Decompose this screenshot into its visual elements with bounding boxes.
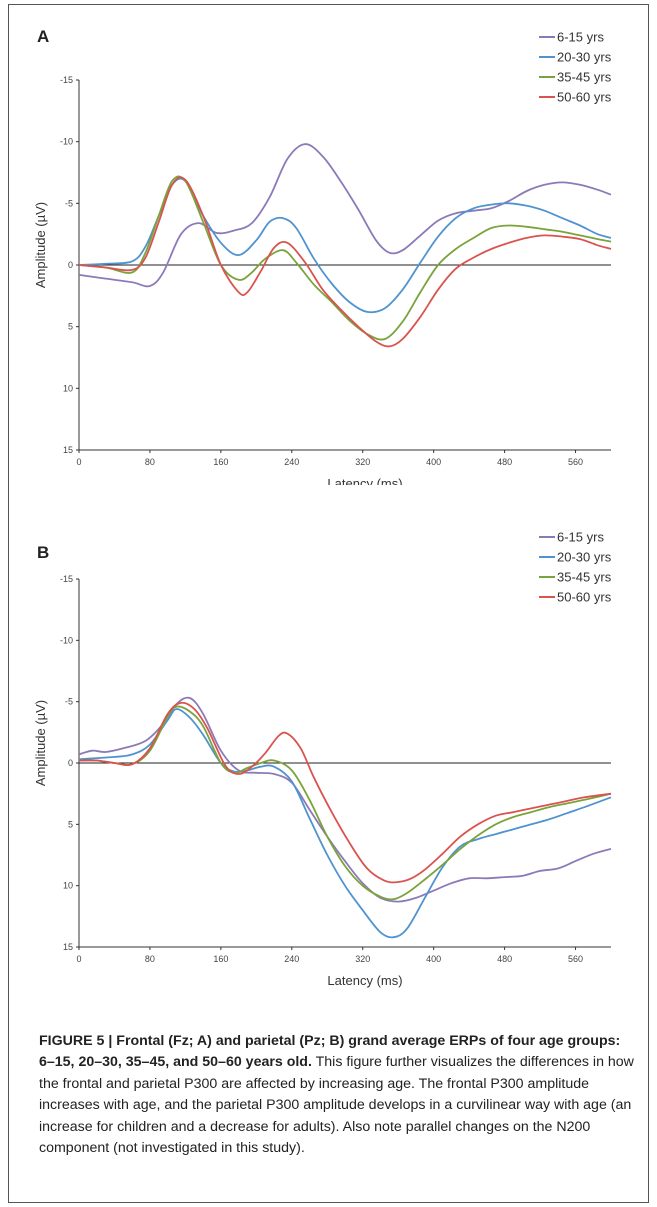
x-tick-label: 80 [145,457,155,467]
x-tick-label: 0 [76,457,81,467]
series-line [78,176,612,348]
figure-frame: A -15 -10 -5 0 5 10 15 0 80 160 240 320 400 480 560 Lat… [8,4,649,1203]
x-tick-label: 0 [76,954,81,964]
series-line [78,701,612,884]
x-tick-label: 160 [213,457,228,467]
y-tick-label: -5 [65,198,73,208]
legend-label: 20-30 yrs [557,50,612,65]
y-tick-label: 15 [63,942,73,952]
legend-label: 35-45 yrs [557,570,612,585]
legend-label: 6-15 yrs [557,30,604,45]
x-tick-label: 320 [355,954,370,964]
figure-caption: FIGURE 5 | Frontal (Fz; A) and parietal … [39,1031,639,1159]
series-line [78,705,612,901]
x-tick-label: 480 [497,954,512,964]
y-tick-label: 10 [63,881,73,891]
y-tick-label: -5 [65,697,73,707]
legend-label: 50-60 yrs [557,590,612,605]
x-tick-label: 320 [355,457,370,467]
y-tick-label: -15 [60,75,73,85]
y-tick-label: -15 [60,574,73,584]
y-axis-label: Amplitude (µV) [33,700,48,786]
y-tick-label: -10 [60,635,73,645]
x-axis-label: Latency (ms) [327,476,402,485]
y-axis-label: Amplitude (µV) [33,202,48,288]
x-tick-label: 560 [568,954,583,964]
y-tick-label: 15 [63,445,73,455]
x-tick-label: 480 [497,457,512,467]
legend-label: 50-60 yrs [557,90,612,105]
x-tick-label: 400 [426,954,441,964]
caption-text: This figure further visualizes the diffe… [39,1054,634,1157]
legend-label: 20-30 yrs [557,550,612,565]
x-tick-label: 160 [213,954,228,964]
x-axis-label: Latency (ms) [327,973,402,988]
x-tick-label: 80 [145,954,155,964]
y-tick-label: 5 [68,322,73,332]
y-tick-label: 5 [68,819,73,829]
panel-b-letter: B [37,543,50,562]
series-line [78,708,612,939]
legend-label: 35-45 yrs [557,70,612,85]
legend-label: 6-15 yrs [557,530,604,545]
y-tick-label: 0 [68,758,73,768]
series-line [78,143,612,288]
x-tick-label: 240 [284,457,299,467]
x-tick-label: 400 [426,457,441,467]
y-tick-label: -10 [60,137,73,147]
series-line [78,696,612,903]
panel-a-letter: A [37,27,50,46]
x-tick-label: 240 [284,954,299,964]
caption-bold: FIGURE 5 | Frontal (Fz; A) and parietal … [39,1033,621,1071]
y-tick-label: 10 [63,383,73,393]
series-line [78,175,612,341]
series-line [78,177,612,314]
y-tick-label: 0 [68,260,73,270]
x-tick-label: 560 [568,457,583,467]
